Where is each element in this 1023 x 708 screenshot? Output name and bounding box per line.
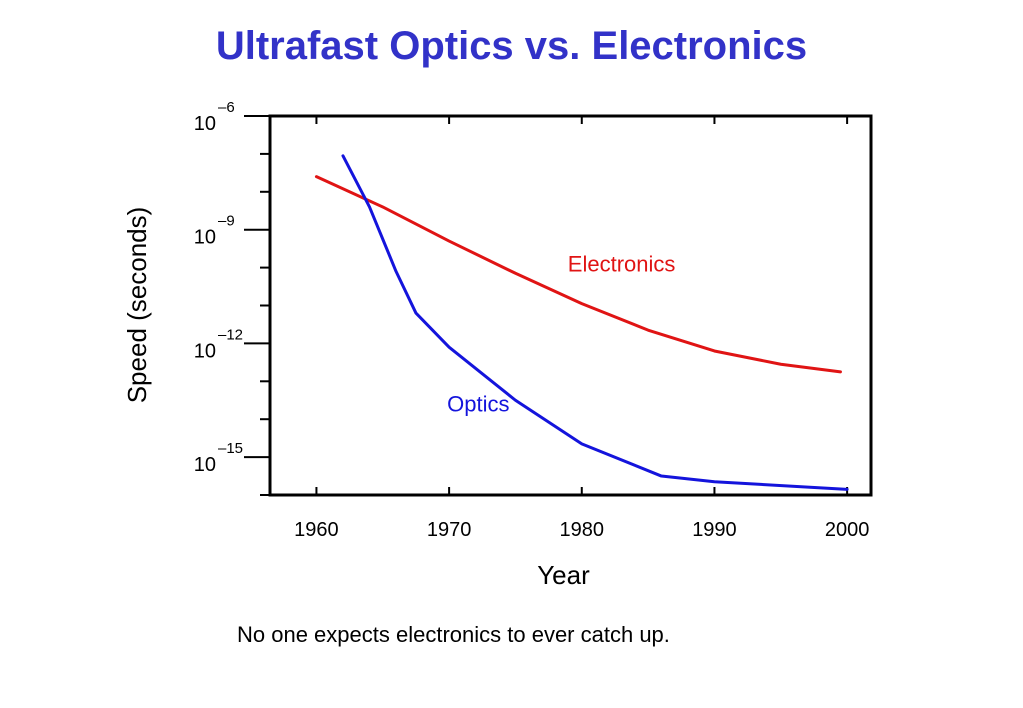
series-line-optics xyxy=(341,154,849,491)
y-tick-label-base: 10 xyxy=(194,454,216,476)
y-axis-label: Speed (seconds) xyxy=(122,207,152,404)
y-tick-label-exponent: –9 xyxy=(218,213,235,230)
y-tick-label-base: 10 xyxy=(194,340,216,362)
x-tick-label: 2000 xyxy=(825,519,870,541)
x-tick-label: 1980 xyxy=(560,519,605,541)
y-tick-label-exponent: –12 xyxy=(218,326,243,343)
x-axis-label: Year xyxy=(537,560,590,590)
y-tick-label-exponent: –6 xyxy=(218,99,235,116)
x-tick-label: 1990 xyxy=(692,519,737,541)
y-tick-label-base: 10 xyxy=(194,227,216,249)
slide-caption: No one expects electronics to ever catch… xyxy=(237,622,670,647)
y-tick-label-exponent: –15 xyxy=(218,440,243,457)
x-tick-label: 1960 xyxy=(294,519,339,541)
x-tick-label: 1970 xyxy=(427,519,472,541)
y-tick-label-base: 10 xyxy=(194,113,216,135)
series-label-electronics: Electronics xyxy=(568,251,676,276)
slide-title: Ultrafast Optics vs. Electronics xyxy=(215,24,808,68)
series-line-electronics xyxy=(314,175,842,374)
series-label-optics: Optics xyxy=(447,392,509,417)
